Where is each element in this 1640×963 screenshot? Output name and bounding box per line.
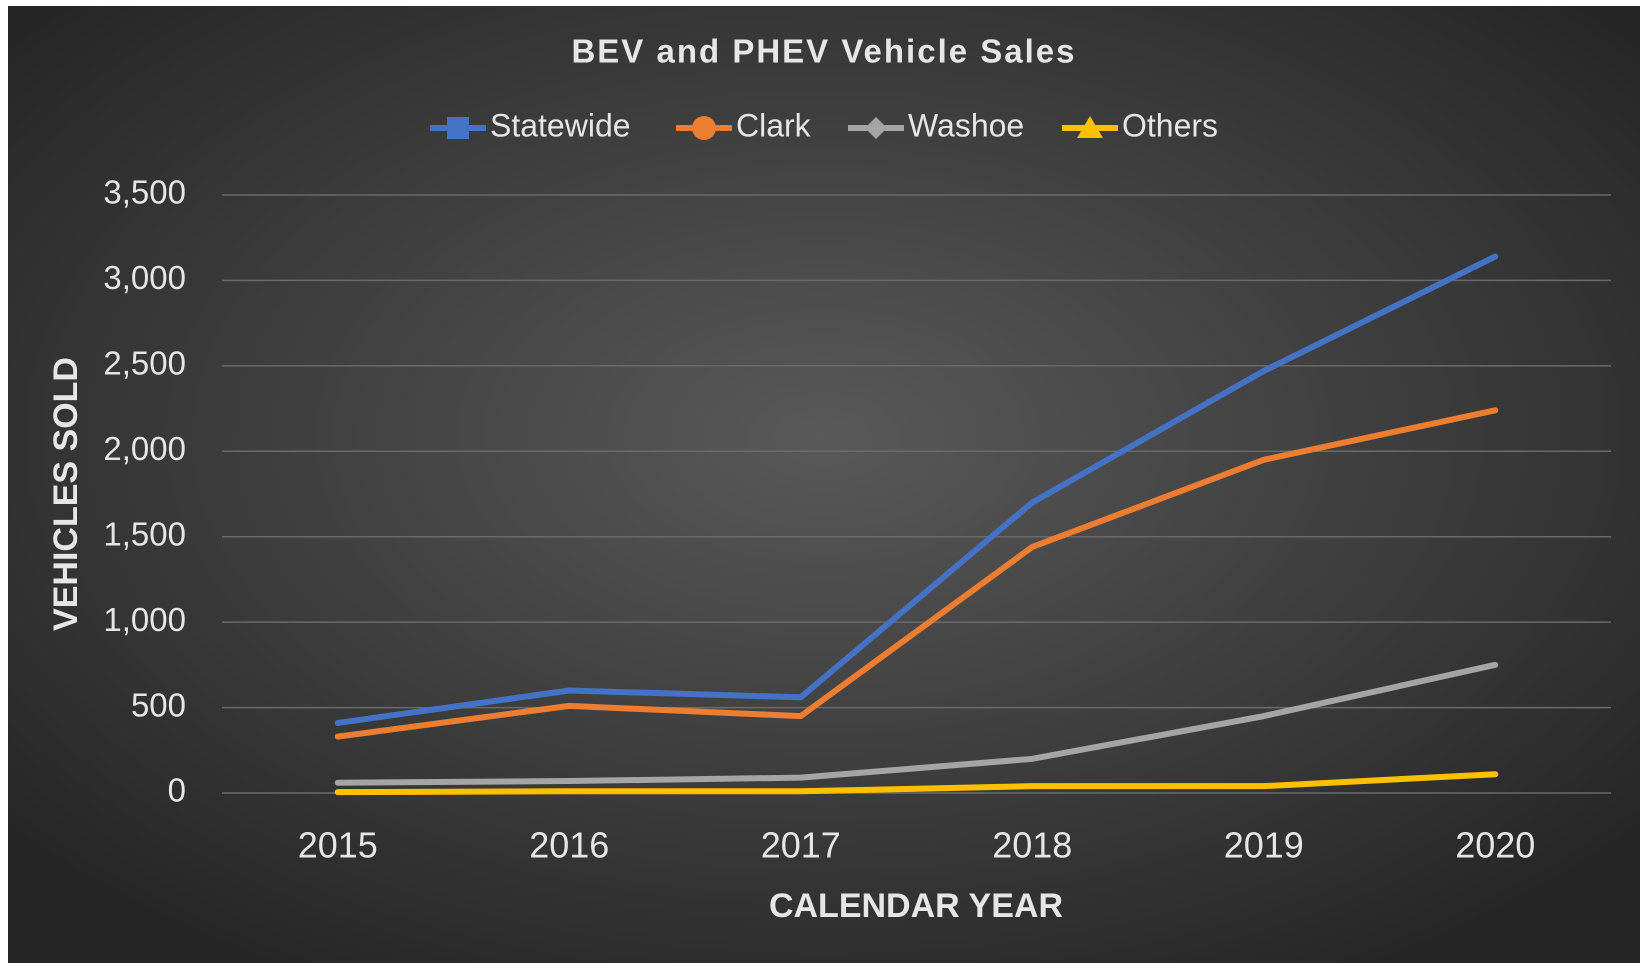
y-tick-label: 2,500 [103, 345, 186, 382]
legend-marker [1077, 116, 1103, 138]
x-tick-label: 2015 [298, 825, 378, 866]
legend-label: Statewide [490, 107, 631, 143]
x-tick-label: 2016 [529, 825, 609, 866]
y-tick-label: 0 [168, 772, 186, 809]
legend-marker [692, 116, 716, 140]
series-line [334, 661, 1499, 786]
series-line [334, 407, 1499, 740]
legend-label: Others [1122, 107, 1218, 143]
legend-marker [865, 117, 887, 139]
x-tick-label: 2017 [761, 825, 841, 866]
y-tick-label: 2,000 [103, 430, 186, 467]
legend-marker [447, 117, 469, 139]
x-tick-label: 2018 [992, 825, 1072, 866]
x-tick-label: 2019 [1224, 825, 1304, 866]
series-line [334, 253, 1499, 726]
y-axis-title: VEHICLES SOLD [47, 357, 85, 631]
chart-background [8, 6, 1640, 963]
legend-label: Clark [736, 107, 812, 143]
y-tick-label: 1,500 [103, 515, 186, 552]
y-tick-label: 1,000 [103, 601, 186, 638]
y-tick-label: 3,500 [103, 174, 186, 211]
series-line [334, 771, 1499, 796]
y-tick-label: 3,000 [103, 259, 186, 296]
x-tick-label: 2020 [1455, 825, 1535, 866]
legend-label: Washoe [908, 107, 1024, 143]
y-tick-label: 500 [131, 686, 186, 723]
chart-title: BEV and PHEV Vehicle Sales [571, 33, 1076, 70]
x-axis-title: CALENDAR YEAR [769, 887, 1063, 925]
